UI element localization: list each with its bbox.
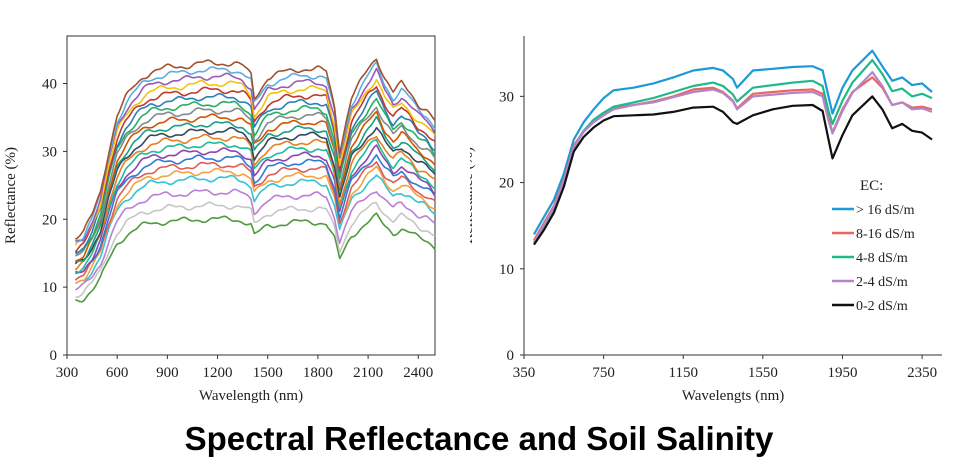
sample-spectrum-line	[75, 174, 436, 285]
sample-spectrum-line	[75, 61, 436, 243]
sample-spectrum-line	[74, 110, 436, 263]
left-y-tick-label: 20	[42, 212, 57, 228]
left-y-axis-label: Reflectance (%)	[3, 147, 19, 244]
sample-spectrum-line	[75, 201, 436, 299]
legend-label: > 16 dS/m	[856, 203, 915, 218]
sample-spectrum-line	[74, 165, 436, 285]
sample-spectrum-line	[74, 79, 436, 246]
legend-label: 8-16 dS/m	[856, 227, 915, 242]
sample-spectrum-line	[75, 67, 436, 242]
sample-spectrum-line	[75, 138, 436, 275]
right-x-tick-label: 350	[513, 365, 536, 381]
left-x-tick-label: 1200	[203, 365, 233, 381]
sample-spectrum-line	[75, 89, 436, 255]
ec-series-line	[533, 49, 933, 235]
left-x-tick-label: 300	[56, 365, 79, 381]
left-y-tick-label: 0	[50, 348, 58, 364]
sample-spectrum-line	[75, 97, 436, 254]
left-y-tick-label: 30	[42, 144, 57, 160]
right-plot-area: 350 750 1150 1550 1950 2350 0 10 20 30 Wavelengts …	[470, 36, 942, 404]
right-y-tick-label: 0	[507, 348, 515, 364]
left-x-tick-label: 600	[106, 365, 129, 381]
sample-spectrum-line	[74, 126, 436, 265]
sample-spectrum-line	[74, 161, 436, 281]
right-x-tick-label: 750	[592, 365, 615, 381]
left-x-tick-label: 2100	[353, 365, 383, 381]
right-y-tick-label: 30	[499, 89, 514, 105]
right-x-tick-label: 1150	[669, 365, 698, 381]
sample-spectrum-line	[74, 86, 436, 253]
left-x-axis-label: Wavelength (nm)	[199, 388, 303, 404]
sample-spectrum-line	[75, 144, 436, 274]
ec-series-line	[533, 71, 933, 243]
right-x-axis-label: Wavelengts (nm)	[682, 388, 785, 404]
legend-title: EC:	[860, 178, 883, 194]
left-x-tick-label: 900	[156, 365, 179, 381]
chart-reflectance-ec-classes: 350 750 1150 1550 1950 2350 0 10 20 30 Wavelengts …	[470, 36, 942, 404]
left-y-tick-label: 10	[42, 280, 57, 296]
legend-label: 2-4 dS/m	[856, 275, 908, 290]
sample-spectrum-line	[75, 212, 436, 303]
right-y-axis-label: Reflectance (%)	[470, 147, 476, 244]
right-y-tick-label: 20	[499, 176, 514, 192]
left-y-tick-label: 40	[42, 77, 57, 93]
figure-caption: Spectral Reflectance and Soil Salinity	[184, 420, 774, 457]
right-x-tick-label: 1950	[827, 365, 857, 381]
right-y-tick-label: 10	[499, 262, 514, 278]
sample-spectrum-line	[75, 154, 436, 275]
sample-spectrum-line	[75, 188, 436, 291]
right-x-tick-label: 2350	[907, 365, 937, 381]
left-x-tick-label: 2400	[403, 365, 433, 381]
chart-reflectance-samples: 300 600 900 1200 1500 1800 2100 2400 0 10 20 30 40 Wa…	[3, 35, 436, 404]
right-x-tick-label: 1550	[748, 365, 778, 381]
sample-spectrum-line	[74, 58, 436, 240]
left-x-tick-label: 1800	[303, 365, 333, 381]
legend-label: 4-8 dS/m	[856, 251, 908, 266]
left-plot-area: 300 600 900 1200 1500 1800 2100 2400 0 10 20 30 40 Wa…	[3, 35, 436, 404]
sample-spectrum-line	[75, 106, 436, 257]
ec-series-line	[533, 95, 933, 246]
left-x-tick-label: 1500	[253, 365, 283, 381]
sample-spectrum-line	[75, 116, 436, 263]
legend-label: 0-2 dS/m	[856, 299, 908, 314]
sample-spectrum-line	[74, 133, 436, 271]
